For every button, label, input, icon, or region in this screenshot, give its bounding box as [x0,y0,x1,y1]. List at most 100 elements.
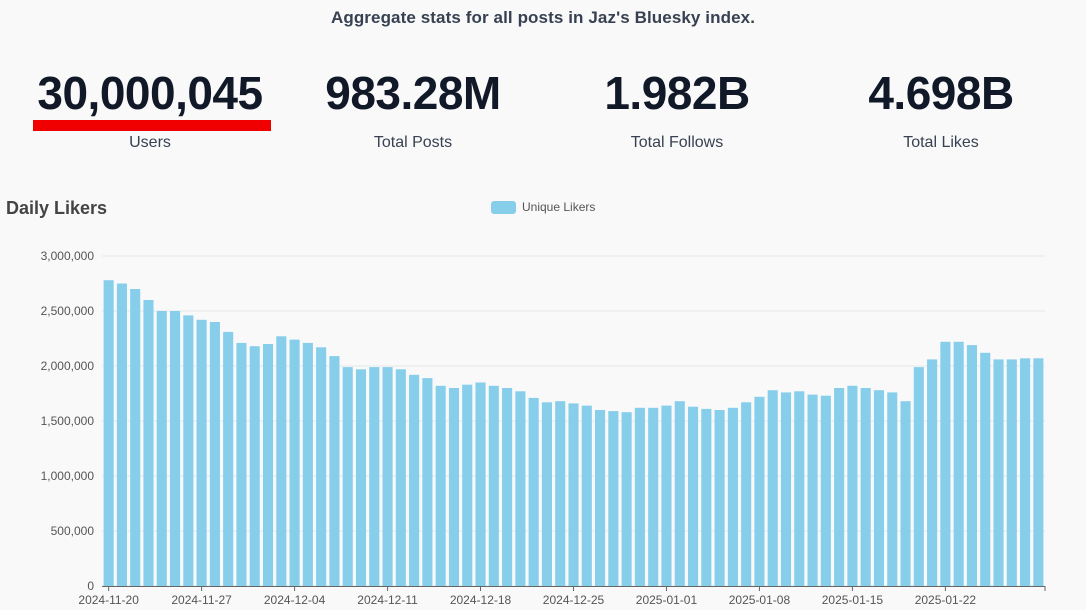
bar[interactable] [568,403,579,586]
bar[interactable] [581,405,592,586]
bar[interactable] [661,405,672,586]
bar[interactable] [767,390,778,586]
stat-posts-label: Total Posts [373,134,453,151]
bar[interactable] [927,359,938,586]
x-tick-label: 2025-01-22 [915,593,977,607]
bar[interactable] [873,390,885,586]
bar[interactable] [502,388,513,586]
y-tick-label: 0 [87,579,94,593]
bar[interactable] [448,388,460,586]
bar[interactable] [701,408,712,586]
stat-users: 30,000,045 Users [10,66,290,152]
bar[interactable] [741,402,752,586]
bar[interactable] [860,388,871,586]
stat-posts-value: 983.28M [325,67,501,119]
bar[interactable] [754,396,765,586]
bar[interactable] [116,283,127,587]
bar[interactable] [382,367,393,586]
bar[interactable] [980,352,991,586]
bar[interactable] [1020,358,1031,586]
bar[interactable] [316,347,327,586]
stat-users-value: 30,000,045 [37,67,263,119]
x-tick-label: 2024-12-25 [543,593,605,607]
bar[interactable] [940,341,951,586]
bar[interactable] [130,289,141,586]
bar[interactable] [355,369,367,586]
bar[interactable] [820,395,831,586]
y-tick-label: 1,000,000 [41,469,95,483]
y-tick-label: 1,500,000 [41,414,95,428]
x-tick-label: 2024-12-18 [450,593,512,607]
bar[interactable] [847,385,858,586]
bar[interactable] [196,319,207,586]
bar[interactable] [409,374,420,586]
bar[interactable] [369,367,380,586]
bar[interactable] [966,345,977,586]
bar[interactable] [395,369,406,586]
stat-likes: 4.698B Total Likes [801,66,1081,152]
bar[interactable] [595,410,606,586]
bar[interactable] [541,402,552,586]
stat-follows-value: 1.982B [604,67,750,119]
bar[interactable] [674,401,685,586]
bar[interactable] [156,311,167,586]
bar[interactable] [475,382,486,587]
stat-users-label: Users [129,134,171,151]
bar[interactable] [488,385,499,586]
bar[interactable] [249,346,260,586]
y-tick-label: 500,000 [51,524,95,538]
bar[interactable] [262,344,274,586]
x-tick-label: 2025-01-15 [822,593,884,607]
bar[interactable] [780,392,792,586]
bar[interactable] [342,367,353,586]
bar[interactable] [1033,358,1044,586]
bar[interactable] [953,341,964,586]
bar[interactable] [608,411,619,586]
bar[interactable] [900,401,911,586]
bar[interactable] [727,407,738,586]
bar[interactable] [555,401,566,586]
bar[interactable] [143,300,154,586]
stat-posts: 983.28M Total Posts [273,66,553,152]
bar[interactable] [209,322,220,586]
bar[interactable] [170,311,181,586]
bar[interactable] [913,367,924,586]
bar[interactable] [223,331,234,586]
stat-follows-label: Total Follows [630,134,724,151]
legend-label: Unique Likers [522,200,596,214]
x-tick-label: 2025-01-08 [729,593,791,607]
bar[interactable] [621,412,632,586]
stat-follows: 1.982B Total Follows [537,66,817,152]
bar[interactable] [887,392,898,586]
page-subtitle: Aggregate stats for all posts in Jaz's B… [330,8,756,27]
bar[interactable] [807,394,818,586]
chart-legend[interactable]: Unique Likers [491,200,595,214]
bar[interactable] [276,336,287,586]
bar[interactable] [289,339,300,586]
bar[interactable] [183,315,194,586]
bar[interactable] [236,342,247,586]
bar[interactable] [103,280,114,586]
bar[interactable] [528,397,539,586]
stat-likes-label: Total Likes [903,134,979,151]
bar[interactable] [435,385,446,586]
bar[interactable] [648,407,659,586]
x-tick-label: 2024-11-20 [78,593,139,607]
bar[interactable] [462,384,473,586]
bar[interactable] [794,391,805,586]
stat-likes-value: 4.698B [868,67,1014,119]
bar[interactable] [834,388,845,586]
bar[interactable] [993,359,1004,586]
bar[interactable] [714,410,725,586]
bar[interactable] [687,406,699,586]
bar[interactable] [634,407,645,586]
bar[interactable] [302,342,313,586]
bar[interactable] [1006,359,1017,586]
x-tick-label: 2024-12-11 [357,593,418,607]
bar[interactable] [422,378,433,586]
x-tick-label: 2025-01-01 [636,593,698,607]
bar[interactable] [329,356,340,586]
y-tick-label: 2,000,000 [41,359,95,373]
bar[interactable] [515,391,526,586]
